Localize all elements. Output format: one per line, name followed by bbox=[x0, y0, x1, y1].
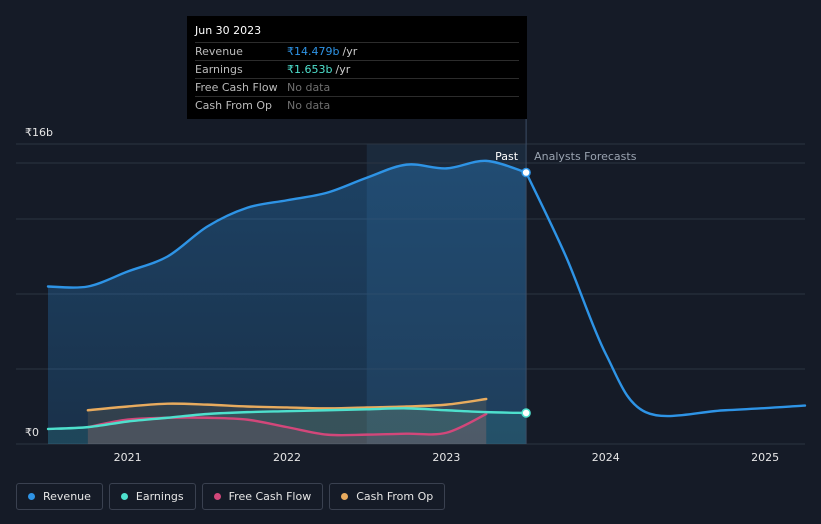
chart-legend: Revenue Earnings Free Cash Flow Cash Fro… bbox=[16, 483, 446, 510]
marker-earnings bbox=[521, 408, 531, 418]
legend-label: Revenue bbox=[43, 490, 91, 503]
legend-item-revenue[interactable]: Revenue bbox=[16, 483, 103, 510]
area-free-cash-flow bbox=[87, 414, 487, 444]
forecast-label: Analysts Forecasts bbox=[534, 150, 637, 163]
line-earnings bbox=[46, 407, 528, 431]
x-tick-label: 2025 bbox=[751, 451, 779, 464]
forecast-line-revenue bbox=[524, 171, 807, 418]
legend-item-cash-from-op[interactable]: Cash From Op bbox=[329, 483, 446, 510]
y-tick-label: ₹0 bbox=[25, 426, 39, 439]
x-tick-label: 2021 bbox=[114, 451, 142, 464]
tooltip-value: No data bbox=[287, 99, 331, 112]
tooltip-value: No data bbox=[287, 81, 331, 94]
area-cash-from-op bbox=[87, 399, 487, 444]
y-axis-labels: ₹16b ₹0 bbox=[25, 126, 53, 439]
x-tick-label: 2022 bbox=[273, 451, 301, 464]
area-revenue bbox=[48, 160, 527, 444]
legend-label: Free Cash Flow bbox=[228, 490, 312, 503]
tooltip-row-free-cash-flow: Free Cash Flow No data bbox=[195, 78, 519, 96]
data-tooltip: Jun 30 2023 Revenue ₹14.479b /yr Earning… bbox=[187, 16, 527, 119]
y-tick-label: ₹16b bbox=[25, 126, 53, 139]
legend-dot-icon bbox=[213, 493, 221, 500]
legend-dot-icon bbox=[120, 493, 128, 500]
line-revenue bbox=[46, 159, 528, 289]
x-axis-labels: 2021 2022 2023 2024 2025 bbox=[114, 451, 779, 464]
tooltip-row-cash-from-op: Cash From Op No data bbox=[195, 96, 519, 114]
tooltip-label: Cash From Op bbox=[195, 99, 273, 112]
legend-dot-icon bbox=[28, 493, 35, 500]
tooltip-unit: /yr bbox=[342, 45, 358, 58]
tooltip-label: Earnings bbox=[195, 63, 243, 76]
past-label: Past bbox=[495, 150, 519, 163]
legend-item-free-cash-flow[interactable]: Free Cash Flow bbox=[201, 483, 324, 510]
legend-dot-icon bbox=[341, 493, 349, 500]
tooltip-value: ₹1.653b bbox=[287, 63, 333, 76]
legend-label: Cash From Op bbox=[356, 490, 434, 503]
tooltip-value: ₹14.479b bbox=[287, 45, 340, 58]
tooltip-date: Jun 30 2023 bbox=[195, 24, 262, 37]
marker-revenue bbox=[521, 167, 531, 178]
tooltip-row-earnings: Earnings ₹1.653b /yr bbox=[195, 60, 519, 78]
tooltip-unit: /yr bbox=[335, 63, 351, 76]
series-areas bbox=[48, 160, 527, 444]
x-tick-label: 2023 bbox=[432, 451, 460, 464]
revenue-earnings-chart: ₹16b ₹0 2021 2022 2023 2024 2025 Past Analyst… bbox=[16, 16, 807, 464]
series-lines bbox=[46, 159, 807, 437]
tooltip-row-revenue: Revenue ₹14.479b /yr bbox=[195, 42, 519, 60]
tooltip-label: Free Cash Flow bbox=[195, 81, 278, 94]
tooltip-label: Revenue bbox=[195, 45, 243, 58]
x-tick-label: 2024 bbox=[592, 451, 620, 464]
legend-label: Earnings bbox=[135, 490, 184, 503]
line-cash-from-op bbox=[86, 397, 488, 412]
legend-item-earnings[interactable]: Earnings bbox=[108, 483, 196, 510]
hover-markers bbox=[521, 167, 531, 418]
